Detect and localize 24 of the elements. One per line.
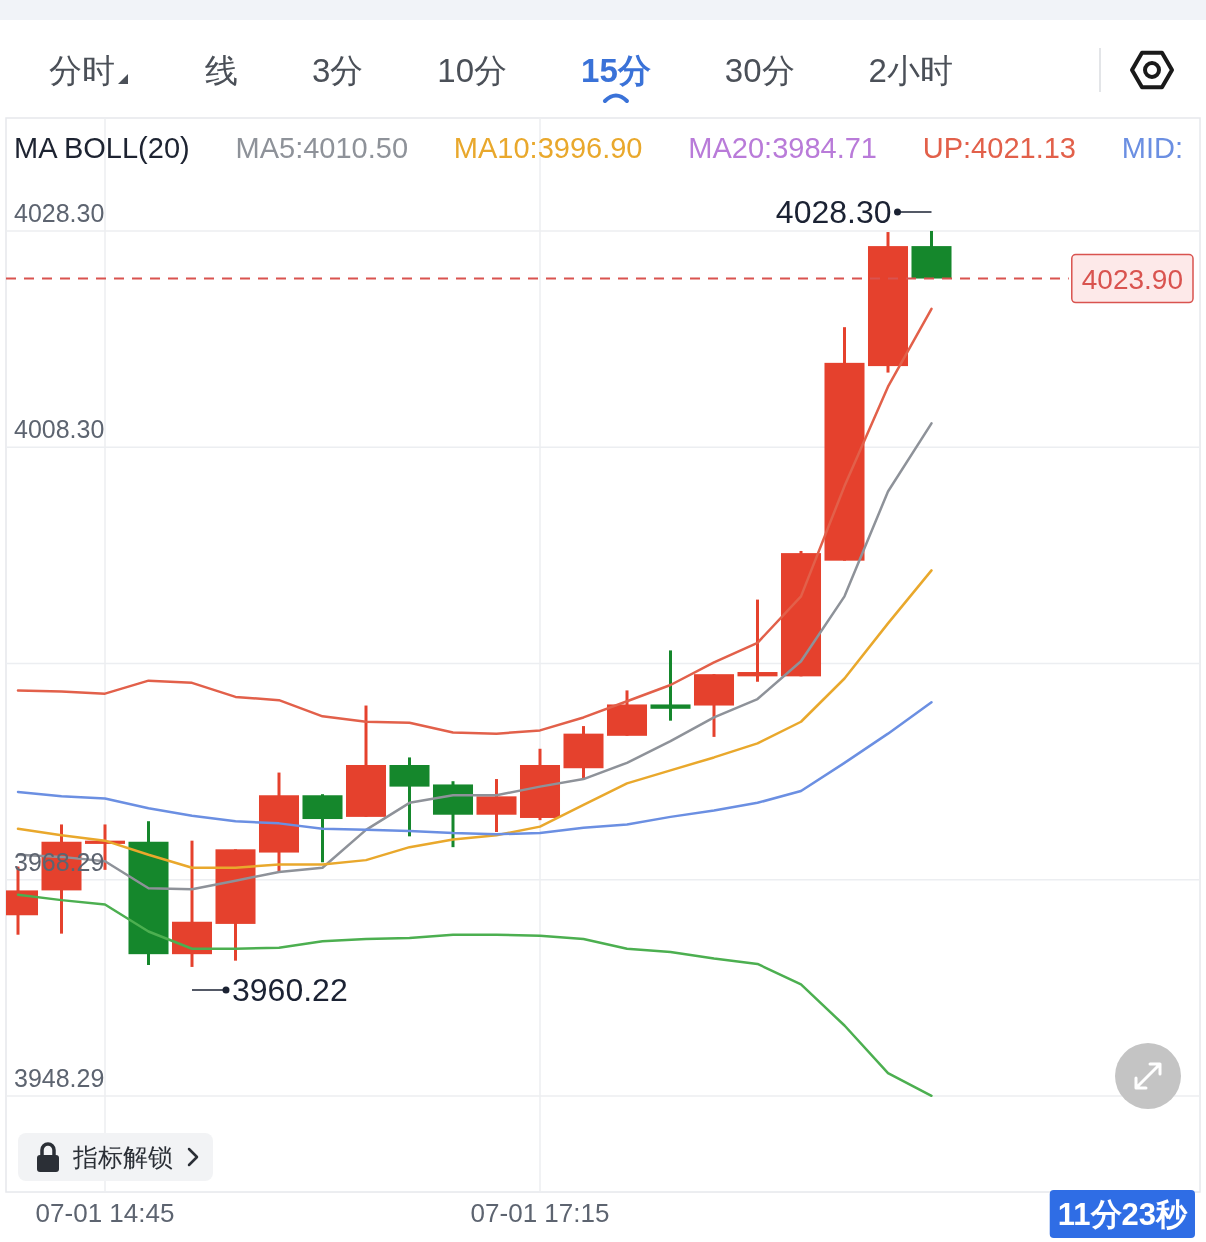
ref-line-label: 4023.90 — [1081, 263, 1183, 295]
text: 分时 — [49, 52, 115, 89]
legend-label: MA20:3984.71 — [688, 132, 877, 164]
text: MA10:3996.90 — [453, 132, 643, 164]
text: MA5:4010.50 — [235, 132, 409, 164]
y-tick-label: 3968.29 — [14, 847, 105, 876]
y-tick-label: 4008.30 — [14, 415, 105, 444]
annotation: 指标解锁 — [72, 1143, 173, 1171]
x-tick-label: 07-01 17:15 — [470, 1198, 610, 1228]
annotation: 3960.22 — [232, 971, 348, 1008]
text: UP:4021.13 — [922, 132, 1076, 164]
legend-title: MA BOLL(20) — [14, 132, 190, 164]
x-tick-label: 07-01 14:45 — [35, 1198, 175, 1228]
y-tick-label: 3948.29 — [14, 1063, 105, 1092]
y-tick-label: 4028.30 — [14, 198, 105, 227]
text: 3分 — [312, 52, 364, 89]
text: 11分23秒 — [1057, 1197, 1188, 1232]
text: 线 — [205, 52, 238, 89]
text: 15分 — [581, 52, 651, 89]
text: 10分 — [437, 52, 508, 89]
text: MID: — [1121, 132, 1183, 164]
text: 30分 — [724, 52, 795, 89]
text: 2小时 — [868, 52, 953, 89]
annotation: 4028.30 — [775, 193, 892, 230]
